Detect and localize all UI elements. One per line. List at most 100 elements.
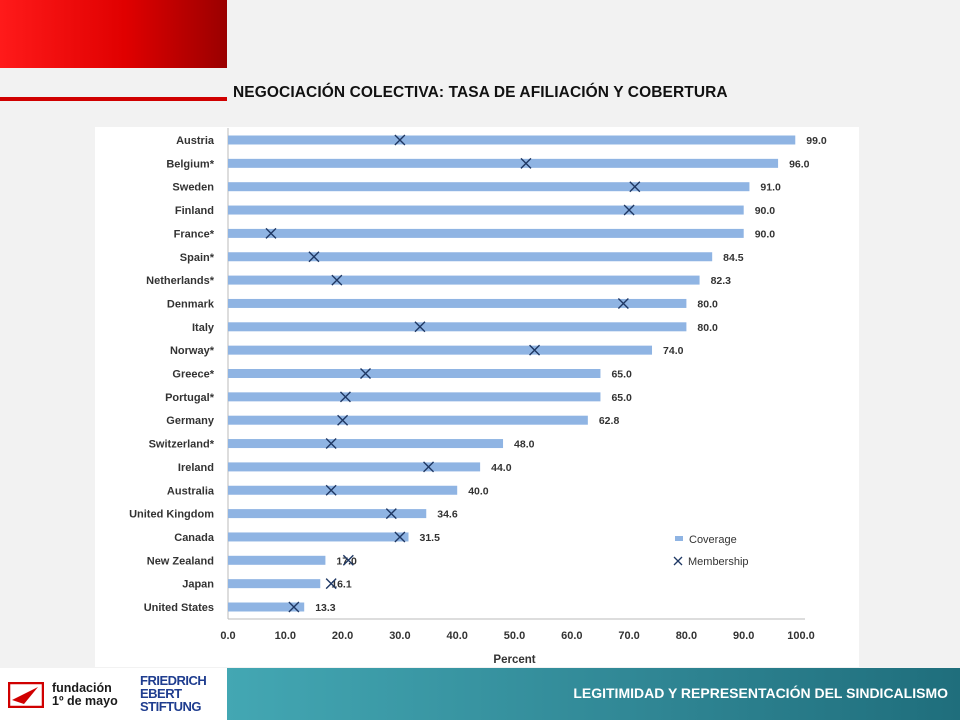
x-tick-label: 50.0 — [504, 630, 525, 642]
coverage-bar — [228, 602, 305, 612]
data-label: 65.0 — [611, 369, 632, 381]
coverage-bar — [228, 322, 687, 332]
category-label: United Kingdom — [129, 509, 214, 521]
membership-marker — [325, 484, 337, 496]
fes-logo-line3: STIFTUNG — [140, 699, 202, 714]
legend-coverage-swatch — [675, 536, 683, 541]
category-label: Sweden — [172, 182, 214, 194]
coverage-bar — [228, 509, 427, 519]
coverage-bar — [228, 369, 601, 378]
membership-marker — [414, 321, 426, 333]
category-label: Norway* — [170, 345, 215, 357]
category-label: New Zealand — [147, 555, 214, 567]
category-label: France* — [174, 228, 215, 240]
fundacion-logo-line1: fundación — [52, 681, 112, 695]
data-label: 44.0 — [491, 462, 512, 474]
data-label: 82.3 — [711, 275, 732, 287]
membership-marker — [394, 134, 406, 146]
header-red-line — [0, 97, 227, 101]
membership-marker — [520, 157, 532, 169]
membership-marker — [342, 554, 354, 566]
membership-marker — [623, 204, 635, 216]
membership-marker — [394, 531, 406, 543]
data-label: 91.0 — [760, 182, 781, 194]
category-label: Netherlands* — [146, 275, 215, 287]
coverage-bar — [228, 532, 409, 542]
category-label: Austria — [176, 135, 215, 147]
data-label: 62.8 — [599, 415, 620, 427]
bar-chart: Austria 99.0 Belgium* 96.0 Sweden 91.0 Finland… — [129, 128, 827, 666]
footer-band: LEGITIMIDAD Y REPRESENTACIÓN DEL SINDICA… — [227, 668, 960, 720]
category-label: Germany — [166, 415, 215, 427]
x-tick-label: 40.0 — [446, 630, 467, 642]
legend-membership-label: Membership — [688, 556, 749, 568]
data-label: 65.0 — [611, 392, 632, 404]
membership-marker — [385, 508, 397, 520]
footer: fundación 1º de mayo FRIEDRICH EBERT STI… — [0, 668, 960, 720]
category-label: Denmark — [167, 298, 215, 310]
data-label: 90.0 — [755, 228, 776, 240]
data-label: 84.5 — [723, 252, 744, 264]
x-tick-label: 0.0 — [220, 630, 235, 642]
data-label: 80.0 — [697, 298, 718, 310]
membership-marker — [339, 391, 351, 403]
coverage-bar — [228, 205, 744, 215]
category-label: Greece* — [172, 369, 214, 381]
fundacion-logo-line2: 1º de mayo — [52, 694, 118, 708]
category-label: Belgium* — [166, 158, 214, 170]
coverage-bar — [228, 252, 713, 262]
coverage-bar — [228, 345, 653, 355]
coverage-bar — [228, 555, 326, 565]
coverage-bar — [228, 182, 750, 192]
data-label: 13.3 — [315, 602, 336, 614]
data-label: 99.0 — [806, 135, 827, 147]
coverage-bar — [228, 439, 504, 449]
data-label: 80.0 — [697, 322, 718, 334]
membership-marker — [529, 344, 541, 356]
x-axis-label: Percent — [493, 654, 535, 666]
membership-marker — [331, 274, 343, 286]
x-tick-label: 70.0 — [618, 630, 639, 642]
fes-logo-line2: EBERT — [140, 686, 182, 701]
coverage-bar — [228, 275, 700, 285]
membership-marker — [423, 461, 435, 473]
footer-logos: fundación 1º de mayo FRIEDRICH EBERT STI… — [0, 668, 227, 720]
category-label: Australia — [167, 485, 215, 497]
membership-marker — [337, 414, 349, 426]
coverage-bar — [228, 462, 481, 472]
membership-marker — [617, 297, 629, 309]
membership-marker — [288, 601, 300, 613]
legend-membership-swatch — [673, 556, 683, 566]
coverage-bar — [228, 485, 458, 495]
legend-coverage-label: Coverage — [689, 534, 737, 546]
header-red-block — [0, 0, 227, 68]
membership-marker — [629, 181, 641, 193]
x-tick-label: 60.0 — [561, 630, 582, 642]
coverage-bar — [228, 158, 779, 168]
data-label: 48.0 — [514, 439, 535, 451]
membership-marker — [325, 578, 337, 590]
fundacion-logo-icon — [8, 682, 44, 708]
slide-title: NEGOCIACIÓN COLECTIVA: TASA DE AFILIACIÓ… — [233, 84, 728, 101]
coverage-bar — [228, 228, 744, 238]
membership-marker — [360, 368, 372, 379]
category-label: Japan — [182, 579, 214, 591]
x-tick-label: 10.0 — [275, 630, 296, 642]
coverage-bar — [228, 298, 687, 308]
x-tick-label: 90.0 — [733, 630, 754, 642]
data-label: 96.0 — [789, 158, 810, 170]
category-label: Italy — [192, 322, 215, 334]
footer-text: LEGITIMIDAD Y REPRESENTACIÓN DEL SINDICA… — [573, 685, 948, 701]
x-tick-label: 30.0 — [389, 630, 410, 642]
membership-marker — [308, 251, 320, 263]
data-label: 40.0 — [468, 485, 489, 497]
data-label: 74.0 — [663, 345, 684, 357]
membership-marker — [265, 227, 277, 239]
data-label: 90.0 — [755, 205, 776, 217]
coverage-bar — [228, 415, 588, 425]
x-tick-label: 100.0 — [787, 630, 815, 642]
x-tick-label: 20.0 — [332, 630, 353, 642]
category-label: United States — [144, 602, 214, 614]
category-label: Canada — [174, 532, 215, 544]
coverage-bar — [228, 392, 601, 402]
